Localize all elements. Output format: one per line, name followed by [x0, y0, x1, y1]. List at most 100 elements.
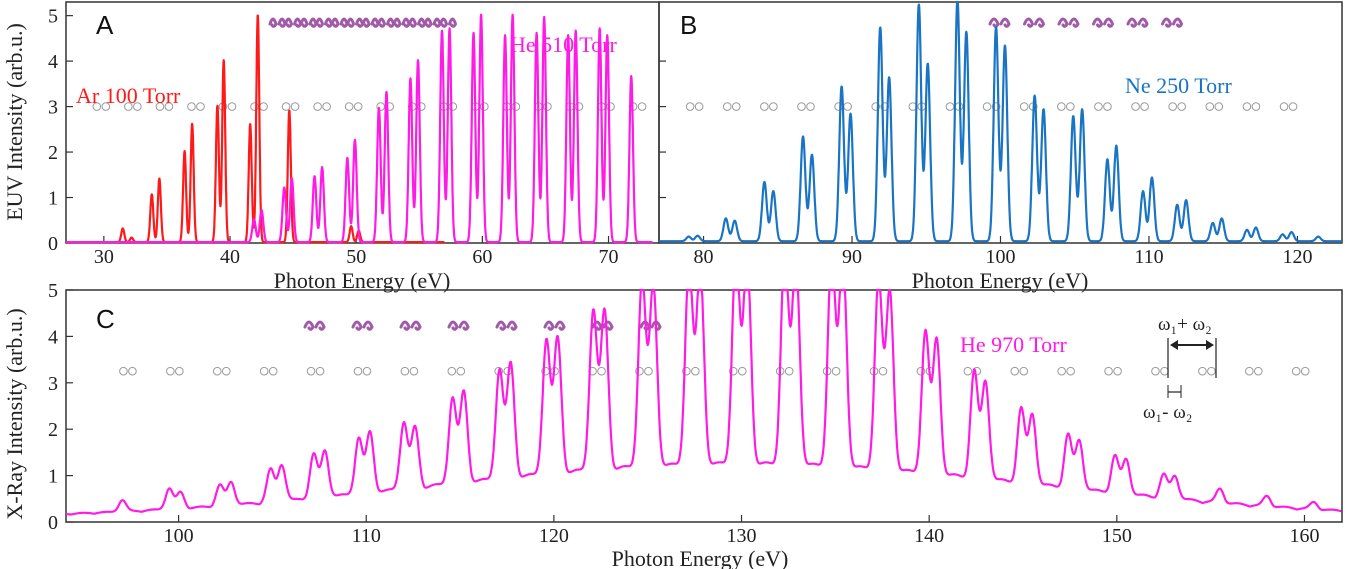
photon-circle-marker	[871, 102, 881, 111]
photon-circle-marker	[1288, 102, 1298, 111]
panel-b-letter: B	[680, 10, 697, 40]
panel-a-letter: A	[96, 10, 114, 40]
photon-circle-marker	[644, 366, 653, 376]
photon-circle-marker	[1113, 366, 1122, 376]
photon-circle-marker	[353, 366, 363, 376]
x-tick-label: 120	[1282, 246, 1312, 268]
photon-circle-marker	[480, 102, 489, 111]
panel-b-ticks: 80 90 100 110 120	[659, 60, 1312, 268]
photon-circle-marker	[1104, 366, 1113, 376]
panel-c-series	[65, 288, 1342, 516]
photon-circle-marker	[511, 102, 521, 111]
photon-circle-marker	[1205, 102, 1215, 111]
photon-circle-marker	[290, 102, 300, 111]
panel-a-ylabel: EUV Intensity (arb.u.)	[2, 23, 27, 221]
panel-b-circle-markers	[685, 102, 1298, 111]
photon-circle-marker	[315, 366, 325, 376]
photon-circle-marker	[1242, 102, 1252, 111]
photon-circle-marker	[322, 102, 331, 111]
photon-circle-marker	[1057, 366, 1066, 376]
y-tick-label: 2	[48, 419, 58, 441]
arc-icon	[988, 17, 1011, 28]
y-tick-label: 1	[48, 466, 58, 488]
x-tick-label: 100	[164, 525, 194, 547]
photon-circle-marker	[737, 366, 747, 376]
photon-circle-marker	[212, 366, 222, 376]
photon-circle-marker	[760, 102, 769, 111]
photon-circle-marker	[916, 366, 926, 376]
photon-circle-marker	[128, 366, 137, 376]
photon-circle-marker	[574, 102, 584, 111]
photon-circle-marker	[1094, 102, 1103, 111]
x-tick-label: 40	[220, 246, 240, 268]
photon-circle-marker	[731, 102, 741, 111]
y-tick-label: 0	[48, 233, 58, 255]
x-tick-label: 30	[94, 246, 114, 268]
photon-circle-marker	[409, 366, 419, 376]
photon-circle-marker	[1207, 366, 1216, 376]
arc-icon	[361, 17, 380, 28]
arc-icon	[399, 320, 422, 331]
photon-circle-marker	[155, 102, 165, 111]
x-tick-label: 60	[472, 246, 492, 268]
series-line	[658, 0, 1343, 243]
photon-circle-marker	[606, 102, 615, 111]
photon-circle-marker	[164, 102, 174, 111]
x-tick-label: 140	[914, 525, 944, 547]
photon-circle-marker	[1300, 366, 1310, 376]
omega-sum-label: ω₁+ ω₂	[1158, 314, 1212, 335]
y-tick-label: 5	[48, 6, 58, 28]
arc-icon	[268, 17, 287, 28]
photon-circle-marker	[227, 102, 237, 111]
omega-diff-label: ω₁- ω₂	[1143, 402, 1192, 423]
series-line	[65, 288, 1342, 516]
photon-circle-marker	[221, 366, 231, 376]
omega-annotation: ω₁+ ω₂ ω₁- ω₂	[1143, 314, 1217, 423]
photon-circle-marker	[1251, 102, 1261, 111]
panel-a-xlabel: Photon Energy (eV)	[274, 268, 451, 293]
x-tick-label: 100	[986, 246, 1016, 268]
photon-circle-marker	[1160, 366, 1169, 376]
photon-circle-marker	[119, 366, 128, 376]
panel-a-arc-icons	[268, 17, 458, 28]
photon-circle-marker	[1177, 102, 1186, 111]
photon-circle-marker	[344, 102, 354, 111]
photon-circle-marker	[313, 102, 322, 111]
photon-circle-marker	[1019, 366, 1029, 376]
photon-circle-marker	[543, 102, 552, 111]
arc-icon	[439, 17, 458, 28]
photon-circle-marker	[694, 102, 704, 111]
y-tick-label: 5	[48, 280, 58, 302]
photon-circle-marker	[982, 102, 992, 111]
photon-circle-marker	[1066, 366, 1075, 376]
arc-icon	[284, 17, 303, 28]
y-tick-label: 1	[48, 188, 58, 210]
photon-circle-marker	[92, 102, 102, 111]
photon-circle-marker	[306, 366, 316, 376]
panel-b-series	[658, 0, 1343, 243]
photon-circle-marker	[728, 366, 738, 376]
photon-circle-marker	[963, 366, 973, 376]
photon-circle-marker	[281, 102, 291, 111]
panel-c-xlabel: Photon Energy (eV)	[612, 546, 789, 569]
photon-circle-marker	[259, 102, 268, 111]
photon-circle-marker	[635, 366, 644, 376]
arc-icon	[1126, 17, 1149, 28]
photon-circle-marker	[166, 366, 175, 376]
photon-circle-marker	[400, 366, 410, 376]
photon-circle-marker	[259, 366, 269, 376]
legend-he-510: He 510 Torr	[510, 32, 617, 57]
arc-icon	[351, 320, 374, 331]
arc-icon	[1023, 17, 1046, 28]
panel-c: 100 110 120 130 140 150 160 0 1 2 3 4 5 C He 970 Tor…	[2, 280, 1343, 569]
x-tick-label: 110	[352, 525, 381, 547]
photon-circle-marker	[1151, 366, 1160, 376]
photon-circle-marker	[187, 102, 196, 111]
x-tick-label: 160	[1289, 525, 1319, 547]
panel-c-letter: C	[96, 304, 115, 334]
panel-a: 30 40 50 60 70 0 1 2 3 4 5 A Ar 100 Torr He 510 To…	[2, 1, 660, 293]
arc-icon	[1092, 17, 1115, 28]
arc-icon	[315, 17, 334, 28]
photon-circle-marker	[447, 366, 457, 376]
photon-circle-marker	[1245, 366, 1254, 376]
